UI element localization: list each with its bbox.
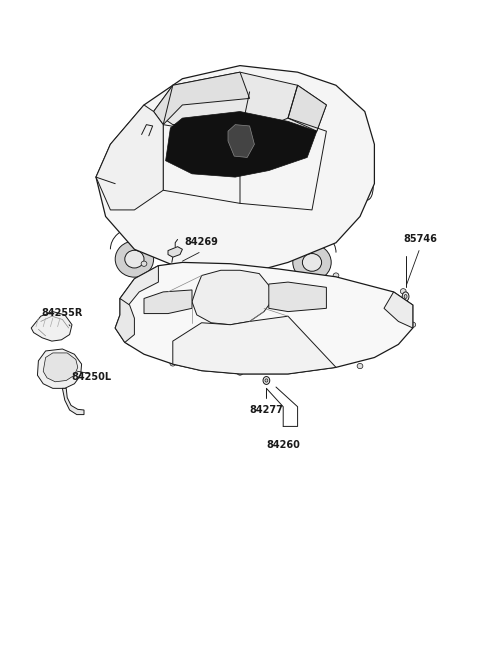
Ellipse shape bbox=[357, 363, 363, 369]
Polygon shape bbox=[168, 247, 182, 257]
Ellipse shape bbox=[237, 370, 243, 375]
Polygon shape bbox=[154, 72, 250, 125]
Polygon shape bbox=[144, 290, 192, 314]
Ellipse shape bbox=[141, 261, 147, 266]
Ellipse shape bbox=[293, 245, 331, 281]
Ellipse shape bbox=[402, 292, 409, 301]
Ellipse shape bbox=[302, 254, 322, 272]
Ellipse shape bbox=[410, 322, 416, 327]
Polygon shape bbox=[269, 282, 326, 312]
Text: 84277: 84277 bbox=[250, 405, 283, 415]
Ellipse shape bbox=[125, 250, 144, 268]
Polygon shape bbox=[43, 353, 78, 382]
Text: 84269: 84269 bbox=[185, 237, 218, 247]
Text: 85746: 85746 bbox=[403, 234, 437, 244]
Ellipse shape bbox=[127, 340, 132, 345]
Ellipse shape bbox=[115, 241, 154, 277]
Polygon shape bbox=[96, 105, 163, 210]
Polygon shape bbox=[166, 112, 317, 177]
Polygon shape bbox=[154, 72, 326, 131]
Text: 84260: 84260 bbox=[266, 440, 300, 449]
Polygon shape bbox=[120, 266, 158, 310]
Ellipse shape bbox=[404, 295, 407, 298]
Polygon shape bbox=[384, 292, 413, 328]
Polygon shape bbox=[96, 66, 374, 276]
Polygon shape bbox=[62, 388, 84, 415]
Polygon shape bbox=[31, 312, 72, 341]
Polygon shape bbox=[192, 270, 274, 325]
Polygon shape bbox=[115, 298, 134, 342]
Ellipse shape bbox=[170, 361, 176, 366]
Ellipse shape bbox=[228, 260, 233, 265]
Ellipse shape bbox=[400, 289, 406, 294]
Polygon shape bbox=[288, 85, 326, 131]
Polygon shape bbox=[228, 125, 254, 157]
Text: 84250L: 84250L bbox=[71, 372, 111, 382]
Ellipse shape bbox=[263, 377, 270, 384]
Ellipse shape bbox=[333, 273, 339, 278]
Polygon shape bbox=[115, 262, 413, 374]
Text: 84255R: 84255R bbox=[42, 308, 83, 318]
Polygon shape bbox=[37, 349, 82, 388]
Ellipse shape bbox=[265, 379, 268, 382]
Polygon shape bbox=[173, 316, 336, 374]
